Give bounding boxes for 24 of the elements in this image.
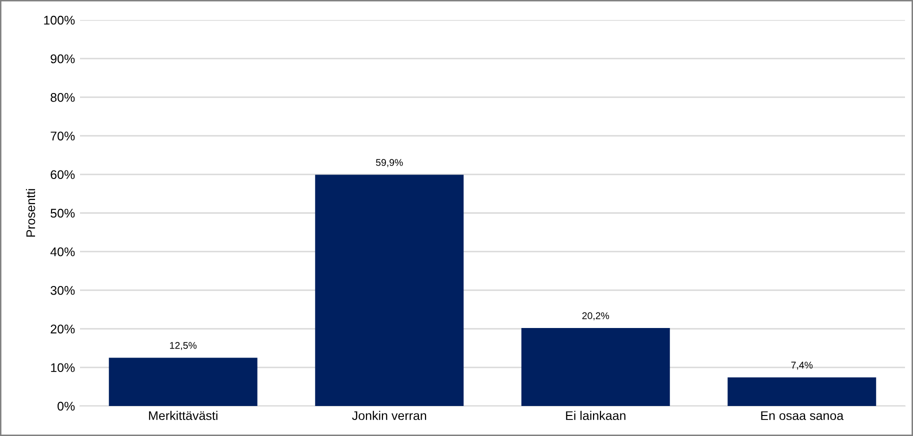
x-tick-label: En osaa sanoa <box>761 411 844 420</box>
y-tick-label: 40% <box>50 247 75 256</box>
y-axis-title: Prosentti <box>26 189 36 237</box>
data-label: 12,5% <box>170 342 197 350</box>
bar <box>728 377 876 406</box>
bar <box>108 358 258 406</box>
data-label: 59,9% <box>376 159 403 168</box>
y-tick-label: 80% <box>50 93 75 102</box>
y-tick-label: 50% <box>50 208 75 218</box>
y-tick-label: 90% <box>50 54 75 64</box>
y-tick-label: 60% <box>50 170 75 180</box>
y-tick-label: 0% <box>58 402 75 411</box>
x-tick-label: Ei lainkaan <box>566 410 626 420</box>
y-tick-label: 20% <box>50 324 75 334</box>
x-tick-label: Merkittävästi <box>149 410 218 420</box>
data-label: 7,4% <box>791 362 813 370</box>
y-tick-label: 100% <box>44 16 75 25</box>
data-label: 20,2% <box>582 312 610 320</box>
bar <box>315 174 464 406</box>
bar <box>521 328 670 406</box>
y-tick-label: 70% <box>50 132 75 140</box>
y-tick-label: 10% <box>51 363 75 372</box>
y-tick-label: 30% <box>50 286 75 295</box>
x-tick-label: Jonkin verran <box>352 410 426 420</box>
